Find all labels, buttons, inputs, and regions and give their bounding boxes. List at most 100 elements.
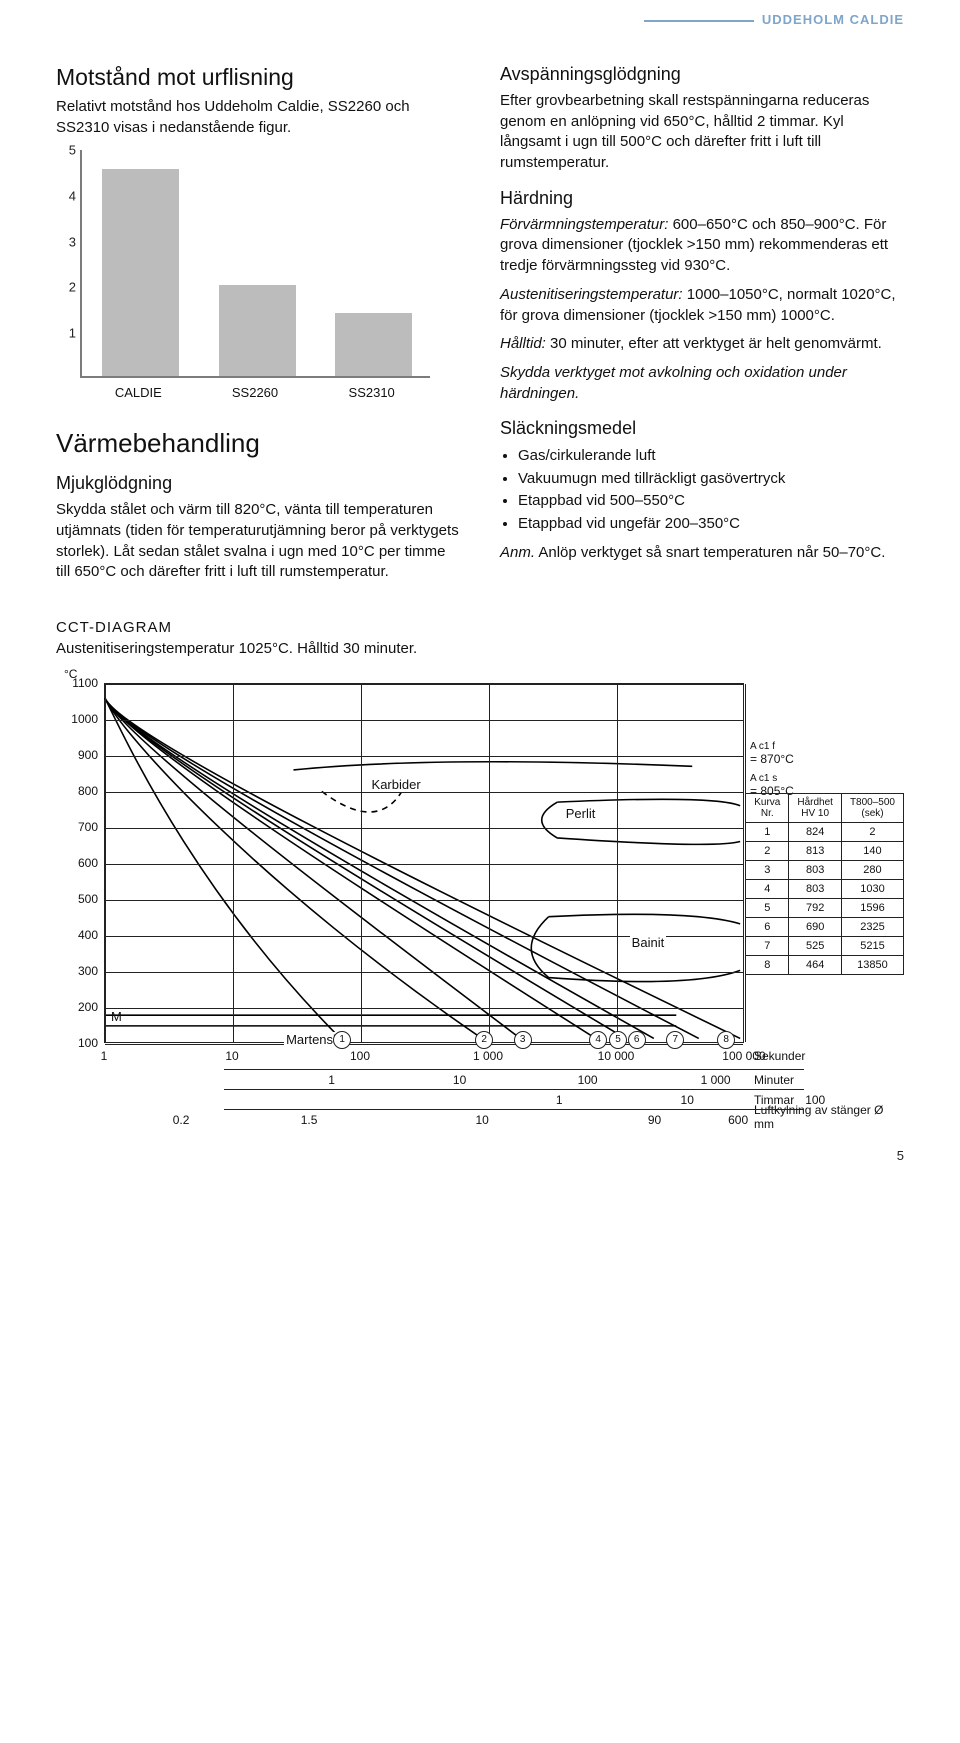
x-tick: 600 xyxy=(728,1113,748,1127)
x-tick: 10 xyxy=(475,1113,488,1127)
cooling-label: Luftkylning av stänger Ø mm xyxy=(754,1103,894,1131)
table-cell: 3 xyxy=(746,861,789,880)
table-row: 48031030 xyxy=(746,880,904,899)
heading-slackning: Släckningsmedel xyxy=(500,418,904,439)
x-tick: 100 xyxy=(578,1073,598,1087)
bar-ytick: 1 xyxy=(56,325,76,340)
table-cell: 813 xyxy=(789,842,842,861)
bar xyxy=(102,169,179,376)
table-row: 846413850 xyxy=(746,956,904,975)
table-cell: 1596 xyxy=(841,899,903,918)
table-cell: 5215 xyxy=(841,937,903,956)
cct-ytick: 300 xyxy=(62,964,98,978)
table-row: 57921596 xyxy=(746,899,904,918)
curve-number: 7 xyxy=(666,1031,684,1049)
bar-ytick: 4 xyxy=(56,188,76,203)
table-cell: 2325 xyxy=(841,918,903,937)
list-item: Gas/cirkulerande luft xyxy=(518,445,904,468)
bar xyxy=(219,285,296,376)
table-cell: 13850 xyxy=(841,956,903,975)
grid-h xyxy=(105,1044,743,1045)
table-header: KurvaNr. xyxy=(746,794,789,823)
x-tick: 1 000 xyxy=(473,1049,503,1063)
label-perlit: Perlit xyxy=(564,806,598,821)
label-karbider: Karbider xyxy=(370,777,423,792)
list-item: Etappbad vid 500–550°C xyxy=(518,490,904,513)
x-unit: Minuter xyxy=(754,1073,794,1087)
heading-varmebehandling: Värmebehandling xyxy=(56,428,460,459)
mjuk-paragraph: Skydda stålet och värm till 820°C, vänta… xyxy=(56,500,460,583)
cct-ytick: 900 xyxy=(62,748,98,762)
cct-caption: Austenitiseringstemperatur 1025°C. Hållt… xyxy=(56,640,904,657)
cct-ytick: 400 xyxy=(62,928,98,942)
curve-number: 5 xyxy=(609,1031,627,1049)
page-number: 5 xyxy=(897,1148,904,1163)
bar-chart: 12345CALDIESS2260SS2310 xyxy=(56,146,436,406)
anm-paragraph: Anm. Anlöp verktyget så snart temperatur… xyxy=(500,543,904,564)
curve-number: 2 xyxy=(475,1031,493,1049)
bar-xlabel: SS2310 xyxy=(349,385,395,400)
x-tick: 1 xyxy=(101,1049,108,1063)
hardning-p1: Förvärmningstemperatur: 600–650°C och 85… xyxy=(500,215,904,277)
table-cell: 525 xyxy=(789,937,842,956)
curve-number: 1 xyxy=(333,1031,351,1049)
x-unit: Sekunder xyxy=(754,1049,805,1063)
table-cell: 464 xyxy=(789,956,842,975)
cct-ytick: 500 xyxy=(62,892,98,906)
grid-h xyxy=(105,756,743,757)
table-cell: 792 xyxy=(789,899,842,918)
cct-diagram: °C KarbiderPerlitBainitMartensitM1234567… xyxy=(56,667,904,1137)
label-M: M xyxy=(111,1009,122,1024)
grid-v xyxy=(489,684,490,1042)
slackning-list: Gas/cirkulerande luftVakuumugn med tillr… xyxy=(500,445,904,535)
table-cell: 803 xyxy=(789,861,842,880)
x-tick: 10 xyxy=(681,1093,694,1107)
table-cell: 8 xyxy=(746,956,789,975)
bar-xlabel: CALDIE xyxy=(115,385,162,400)
grid-h xyxy=(105,972,743,973)
table-cell: 7 xyxy=(746,937,789,956)
hardning-p2: Austenitiseringstemperatur: 1000–1050°C,… xyxy=(500,285,904,326)
cct-section: CCT-DIAGRAM Austenitiseringstemperatur 1… xyxy=(56,619,904,1137)
list-item: Vakuumugn med tillräckligt gasövertryck xyxy=(518,468,904,491)
hardning-p4: Skydda verktyget mot avkolning och oxida… xyxy=(500,363,904,404)
grid-h xyxy=(105,828,743,829)
grid-h xyxy=(105,792,743,793)
table-cell: 6 xyxy=(746,918,789,937)
table-cell: 824 xyxy=(789,823,842,842)
cct-section-label: CCT-DIAGRAM xyxy=(56,619,904,636)
grid-v xyxy=(617,684,618,1042)
grid-h xyxy=(105,1008,743,1009)
table-cell: 2 xyxy=(746,842,789,861)
table-cell: 140 xyxy=(841,842,903,861)
grid-h xyxy=(105,900,743,901)
left-intro: Relativt motstånd hos Uddeholm Caldie, S… xyxy=(56,97,460,138)
avsp-paragraph: Efter grovbearbetning skall restspänning… xyxy=(500,91,904,174)
table-cell: 1030 xyxy=(841,880,903,899)
table-cell: 2 xyxy=(841,823,903,842)
cct-ytick: 800 xyxy=(62,784,98,798)
x-tick: 100 xyxy=(350,1049,370,1063)
table-row: 75255215 xyxy=(746,937,904,956)
grid-h xyxy=(105,720,743,721)
grid-v xyxy=(233,684,234,1042)
x-tick: 10 000 xyxy=(598,1049,635,1063)
table-cell: 803 xyxy=(789,880,842,899)
cct-anno-ac1f: A c1 f = 870°C xyxy=(750,739,794,767)
bar-ytick: 3 xyxy=(56,234,76,249)
curve-number: 8 xyxy=(717,1031,735,1049)
x-tick: 90 xyxy=(648,1113,661,1127)
x-tick: 10 xyxy=(225,1049,238,1063)
axis-rule xyxy=(224,1109,804,1110)
axis-rule xyxy=(224,1069,804,1070)
cct-ytick: 600 xyxy=(62,856,98,870)
bar-xlabel: SS2260 xyxy=(232,385,278,400)
table-header: T800–500(sek) xyxy=(841,794,903,823)
table-cell: 280 xyxy=(841,861,903,880)
grid-v xyxy=(105,684,106,1042)
x-tick: 10 xyxy=(453,1073,466,1087)
cct-ytick: 1100 xyxy=(62,676,98,690)
table-cell: 5 xyxy=(746,899,789,918)
product-tag: UDDEHOLM CALDIE xyxy=(644,12,904,27)
table-cell: 4 xyxy=(746,880,789,899)
